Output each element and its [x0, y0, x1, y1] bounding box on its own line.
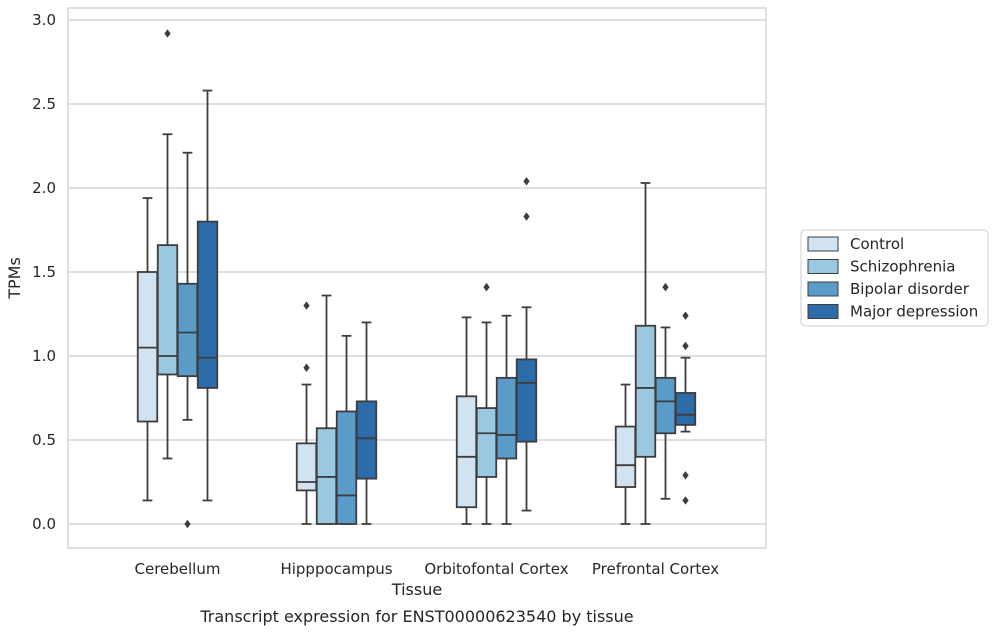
x-tick-label: Orbitofontal Cortex	[424, 560, 568, 578]
outlier-point	[662, 282, 669, 292]
iqr-box	[654, 376, 677, 435]
legend-label: Major depression	[850, 303, 978, 321]
box-major-depression	[674, 311, 697, 505]
figure-caption: Transcript expression for ENST0000062354…	[199, 607, 633, 626]
iqr-box	[495, 376, 518, 460]
plot-background	[68, 8, 766, 548]
y-tick-label: 2.5	[32, 95, 56, 113]
box-control	[455, 316, 478, 525]
y-tick-label: 1.5	[32, 263, 56, 281]
x-tick-label: Prefrontal Cortex	[592, 560, 719, 578]
outlier-point	[523, 177, 530, 186]
outlier-point	[303, 363, 310, 372]
legend-swatch	[807, 236, 839, 252]
iqr-box	[634, 324, 657, 458]
box-bipolar-disorder	[654, 282, 677, 500]
iqr-box	[295, 442, 318, 492]
y-tick-labels: 0.0 0.5 1.0 1.5 2.0 2.5 3.0	[32, 11, 56, 533]
box-major-depression	[515, 177, 538, 512]
legend-swatch	[807, 259, 839, 274]
y-tick-label: 0.5	[32, 431, 56, 449]
iqr-box	[674, 392, 697, 426]
outlier-point	[682, 496, 689, 505]
outlier-point	[483, 282, 490, 292]
legend-label: Control	[850, 235, 904, 253]
outlier-point	[303, 301, 310, 310]
legend-swatch	[807, 304, 839, 319]
legend-items: Control Schizophrenia Bipolar disorder Majo…	[807, 235, 978, 321]
iqr-box	[614, 425, 637, 488]
box-bipolar-disorder	[176, 151, 199, 529]
legend-frame	[800, 229, 989, 327]
plot-frame	[67, 7, 767, 549]
box-schizophrenia	[156, 29, 179, 460]
box-series	[136, 29, 697, 529]
y-tick-label: 1.0	[32, 347, 56, 365]
iqr-box	[475, 407, 498, 478]
y-tick-label: 2.0	[32, 179, 56, 197]
iqr-box	[355, 400, 378, 480]
iqr-box	[176, 282, 199, 378]
iqr-box	[455, 395, 478, 509]
iqr-box	[196, 220, 219, 389]
x-axis-label: Tissue	[391, 580, 442, 599]
iqr-box	[335, 410, 358, 525]
outlier-point	[164, 29, 171, 38]
legend-swatch	[807, 281, 839, 297]
legend-label: Schizophrenia	[850, 258, 955, 276]
iqr-box	[515, 358, 538, 443]
x-tick-labels: Cerebellum Hipppocampus Orbitofontal Corte…	[135, 560, 720, 578]
x-tick-label: Hipppocampus	[280, 560, 392, 578]
outlier-point	[523, 212, 530, 221]
box-major-depression	[355, 321, 378, 525]
box-control	[136, 197, 159, 502]
iqr-box	[156, 244, 179, 376]
outlier-point	[184, 519, 191, 529]
box-major-depression	[196, 89, 219, 502]
outlier-point	[682, 341, 689, 351]
outlier-point	[682, 471, 689, 480]
y-axis-label: TPMs	[5, 257, 24, 300]
y-tick-label: 3.0	[32, 11, 56, 29]
legend-label: Bipolar disorder	[850, 280, 970, 298]
x-tick-label: Cerebellum	[135, 560, 221, 578]
legend: Control Schizophrenia Bipolar disorder Majo…	[800, 229, 989, 327]
outlier-point	[682, 311, 689, 320]
y-tick-label: 0.0	[32, 515, 56, 533]
